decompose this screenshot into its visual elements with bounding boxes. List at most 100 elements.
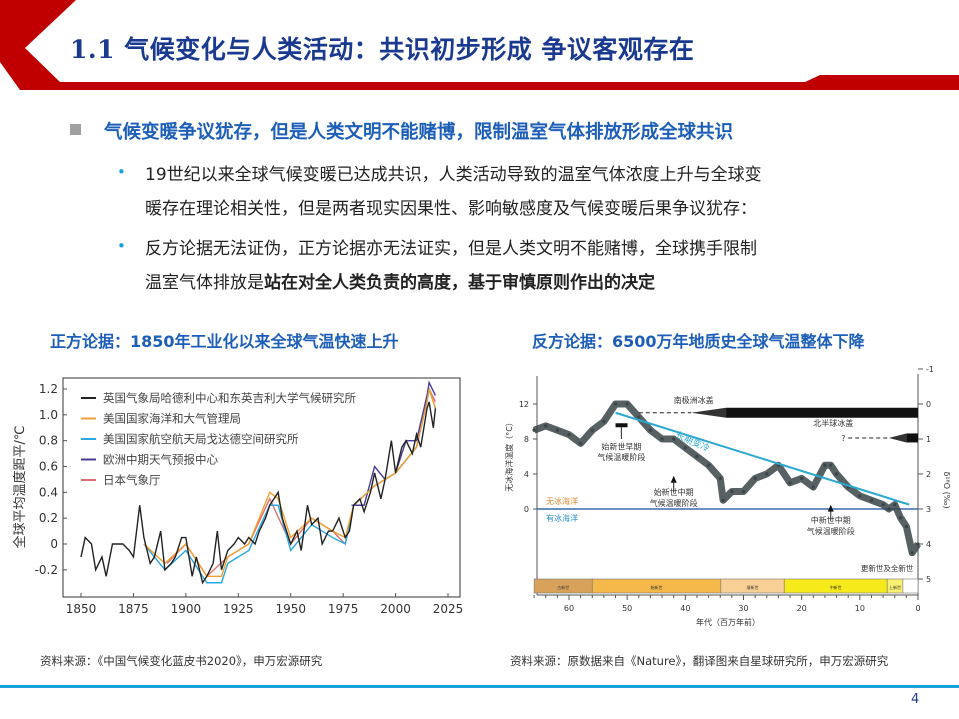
arrow-up-icon <box>827 504 834 512</box>
data-point <box>625 402 629 406</box>
ice-ocean-label: 有冰海洋 <box>546 513 578 523</box>
epoch-band <box>902 578 919 594</box>
x-tick-label: 40 <box>680 604 690 613</box>
epoch-label: 渐新世 <box>747 584 759 590</box>
ice-sheet-solid <box>906 433 918 443</box>
x-tick-label: 1875 <box>118 602 149 616</box>
y-tick-label: 8 <box>524 435 529 444</box>
bullet-2-bold-text: 站在对全人类负责的高度，基于审慎原则作出的决定 <box>264 273 655 293</box>
ice-free-label: 无冰海洋 <box>546 496 578 506</box>
data-point <box>893 503 897 507</box>
epoch-label: 始新世 <box>651 584 663 590</box>
x-tick-label: 1925 <box>223 602 254 616</box>
left-source-note: 资料来源：《中国气候变化蓝皮书2020》，申万宏源研究 <box>40 654 323 668</box>
trend-line <box>615 411 910 506</box>
data-point <box>707 463 711 467</box>
data-point <box>695 454 699 459</box>
bullet-1-line-2: 暖存在理论相关性，但是两者现实因果性、影响敏感度及气候变暖后果争议犹存： <box>145 199 757 219</box>
right-chart-caption: 反方论据：6500万年地质史全球气温整体下降 <box>532 332 865 351</box>
y2-tick-label: -1 <box>926 365 934 374</box>
data-point <box>823 463 827 467</box>
x-tick-label: 0 <box>915 604 920 613</box>
data-point <box>916 542 920 546</box>
data-point <box>910 551 914 555</box>
y-axis-label: 无冰海洋温度（°C） <box>504 418 514 492</box>
data-point <box>869 498 874 502</box>
data-point <box>898 516 903 520</box>
legend-label: 美国国家海洋和大气管理局 <box>103 412 241 426</box>
data-point <box>683 446 687 450</box>
data-point <box>721 498 725 502</box>
y-tick-label: 0.4 <box>39 485 58 499</box>
ice-sheet-solid <box>726 407 918 418</box>
bullet-icon: • <box>117 237 126 255</box>
x-tick-label: 1900 <box>171 602 202 616</box>
data-point <box>811 485 815 489</box>
ice-sheet-taper <box>888 433 907 443</box>
plot-frame <box>62 377 461 598</box>
y-tick-label: 1.2 <box>39 382 58 396</box>
y-tick-label: 1.0 <box>39 408 58 422</box>
data-point <box>730 489 734 494</box>
y2-tick-label: 2 <box>926 470 931 479</box>
annotation-label: 气候温暖阶段 <box>597 452 645 462</box>
x-tick-label: 2025 <box>433 602 464 616</box>
right-source-note: 资料来源：原数据来自《Nature》，翻译图来自星球研究所，申万宏源研究 <box>510 654 889 668</box>
y-axis-label: 全球平均温度距平/℃ <box>12 426 28 549</box>
y2-tick-label: 5 <box>926 575 931 584</box>
bullet-2-line-2: 温室气体排放是站在对全人类负责的高度，基于审慎原则作出的决定 <box>145 268 655 293</box>
data-point <box>532 428 536 432</box>
y-tick-label: 0.8 <box>39 434 58 448</box>
data-point <box>829 463 833 467</box>
data-point <box>858 494 862 498</box>
page-number: 4 <box>911 692 920 707</box>
y-tick-label: 0 <box>524 505 529 514</box>
bullet-2-normal-text: 温室气体排放是 <box>145 273 264 293</box>
early-eocene-marker <box>615 423 628 428</box>
legend-label: 欧洲中期天气预报中心 <box>103 453 218 467</box>
y2-axis-label: δ¹⁸O (‰) <box>942 471 951 508</box>
x-tick-label: 20 <box>797 604 807 613</box>
ice-sheet-question: ? <box>841 434 845 443</box>
annotation-label: 更新世及全新世 <box>861 563 914 573</box>
legend-label: 美国国家航空航天局戈达德空间研究所 <box>103 432 299 446</box>
data-point <box>579 441 583 445</box>
epoch-label: 中新世 <box>830 584 842 590</box>
y-tick-label: 0 <box>50 537 58 551</box>
legend-label: 英国气象局哈德利中心和东英吉利大学气候研究所 <box>103 391 356 405</box>
square-bullet-icon <box>70 124 81 135</box>
bullet-icon: • <box>117 163 126 181</box>
y2-tick-label: 3 <box>926 505 931 514</box>
data-point <box>637 415 641 419</box>
y-tick-label: -0.2 <box>35 563 58 577</box>
left-chart-caption: 正方论据：1850年工业化以来全球气温快速上升 <box>50 332 399 351</box>
data-point <box>648 428 653 432</box>
y2-tick-label: 1 <box>926 435 931 444</box>
y2-tick-label: 4 <box>926 540 931 549</box>
data-point <box>567 433 571 437</box>
data-point <box>590 428 594 432</box>
x-tick-label: 1975 <box>328 602 359 616</box>
footer-divider <box>0 685 959 688</box>
y-tick-label: 4 <box>524 470 529 479</box>
data-point <box>800 476 804 480</box>
x-tick-label: 10 <box>855 604 865 613</box>
x-tick-label: 1950 <box>275 602 306 616</box>
x-tick-label: 2000 <box>380 602 411 616</box>
data-point <box>555 428 559 432</box>
bullet-2-line-1: 反方论据无法证伪，正方论据亦无法证实，但是人类文明不能赌博，全球携手限制 <box>145 239 757 259</box>
series-line <box>351 380 437 506</box>
y-tick-label: 0.2 <box>39 511 58 525</box>
annotation-label: 始新世早期 <box>601 442 641 452</box>
annotation-label: 中新世中期 <box>811 515 851 525</box>
y2-tick-label: 0 <box>926 400 931 409</box>
data-point <box>602 419 606 424</box>
y-tick-label: 12 <box>519 400 529 409</box>
data-point <box>613 402 618 406</box>
x-tick-label: 60 <box>564 604 574 613</box>
ice-sheet-label: 北半球冰盖 <box>813 418 853 428</box>
legend-label: 日本气象厅 <box>103 473 161 487</box>
data-point <box>672 437 676 441</box>
